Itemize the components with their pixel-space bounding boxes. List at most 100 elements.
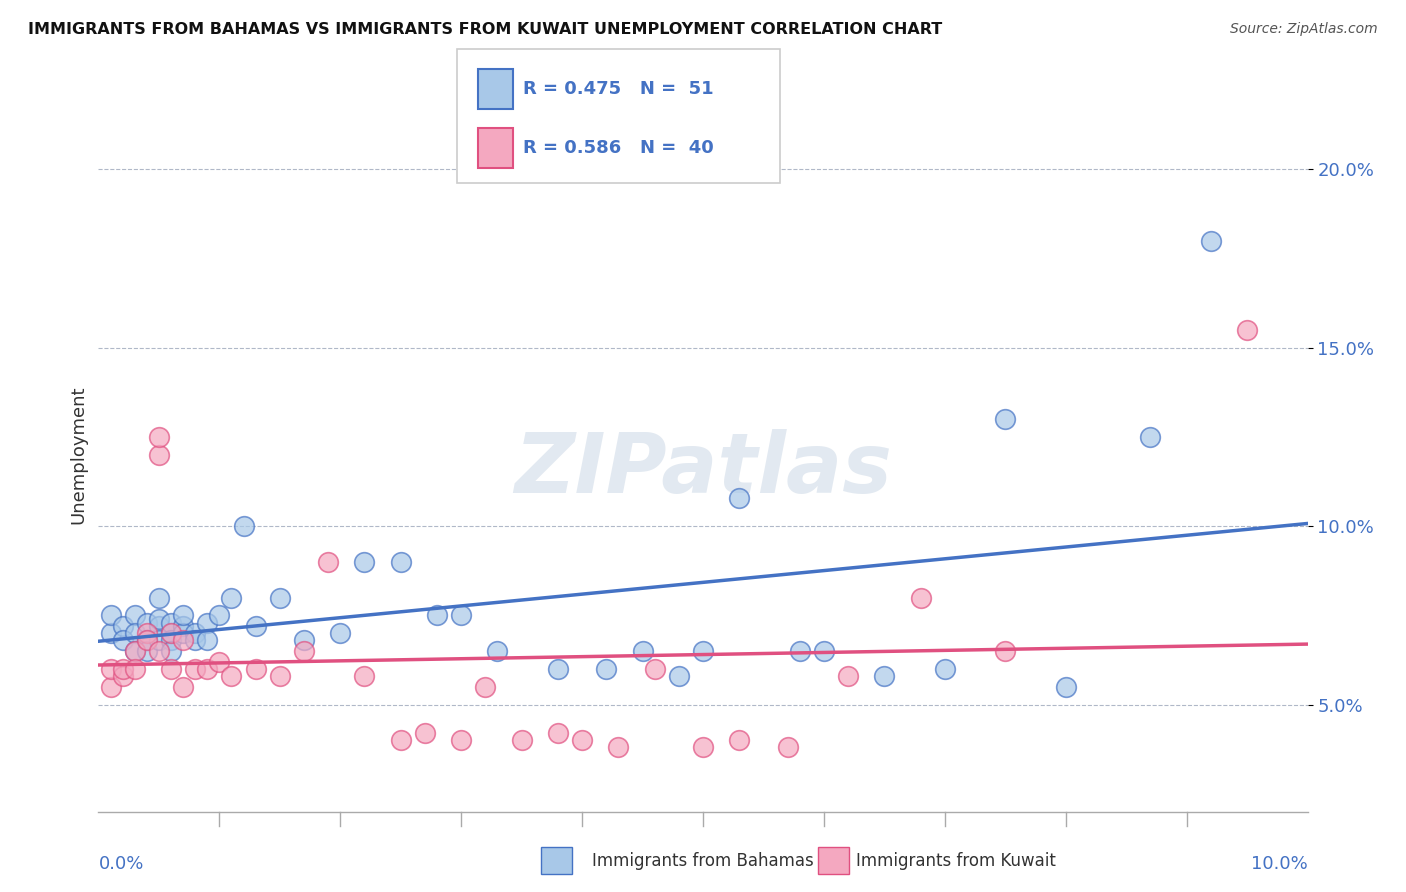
Point (195, 662, 218, 676)
Point (124, 626, 146, 640)
Text: Immigrants from Kuwait: Immigrants from Kuwait (856, 852, 1056, 870)
Point (728, 733, 751, 747)
Point (1139, 430, 1161, 444)
Point (547, 662, 569, 676)
Point (135, 615, 157, 630)
Point (776, 740, 799, 755)
Point (728, 491, 751, 505)
Point (547, 726, 569, 740)
Point (269, 669, 291, 683)
Point (607, 740, 630, 755)
Point (148, 612, 170, 626)
Point (510, 733, 533, 747)
Text: Immigrants from Bahamas: Immigrants from Bahamas (592, 852, 814, 870)
Point (208, 608, 231, 623)
Text: Source: ZipAtlas.com: Source: ZipAtlas.com (1230, 22, 1378, 37)
Text: IMMIGRANTS FROM BAHAMAS VS IMMIGRANTS FROM KUWAIT UNEMPLOYMENT CORRELATION CHART: IMMIGRANTS FROM BAHAMAS VS IMMIGRANTS FR… (28, 22, 942, 37)
Point (1054, 680, 1077, 694)
Point (160, 662, 183, 676)
Point (316, 555, 339, 569)
Point (389, 733, 412, 747)
Point (111, 619, 134, 633)
Point (195, 633, 218, 648)
Point (245, 619, 267, 633)
Point (172, 680, 194, 694)
Point (1199, 234, 1222, 248)
Point (208, 655, 231, 669)
Point (353, 555, 375, 569)
Point (172, 626, 194, 640)
Point (934, 662, 956, 676)
Point (135, 633, 157, 648)
Point (450, 733, 472, 747)
Text: R = 0.475   N =  51: R = 0.475 N = 51 (523, 80, 714, 98)
Point (595, 662, 617, 676)
Point (111, 633, 134, 648)
Point (111, 669, 134, 683)
Y-axis label: Unemployment: Unemployment (69, 385, 87, 524)
Point (148, 644, 170, 658)
Text: ZIPatlas: ZIPatlas (515, 429, 891, 509)
Point (389, 555, 412, 569)
Point (813, 644, 835, 658)
Point (184, 626, 207, 640)
Point (100, 662, 122, 676)
Point (221, 669, 243, 683)
Point (148, 633, 170, 648)
Point (172, 619, 194, 633)
Point (148, 430, 170, 444)
Point (148, 448, 170, 462)
Point (245, 662, 267, 676)
Point (172, 633, 194, 648)
Point (1236, 323, 1258, 337)
Point (100, 680, 122, 694)
Point (837, 669, 859, 683)
Point (232, 519, 254, 533)
Point (160, 626, 183, 640)
Point (160, 615, 183, 630)
Point (789, 644, 811, 658)
Point (873, 669, 896, 683)
Point (160, 644, 183, 658)
Point (994, 412, 1017, 426)
Text: 0.0%: 0.0% (98, 855, 143, 872)
Point (221, 591, 243, 605)
Point (644, 662, 666, 676)
Point (124, 644, 146, 658)
Point (184, 633, 207, 648)
Point (148, 619, 170, 633)
Point (184, 662, 207, 676)
Text: R = 0.586   N =  40: R = 0.586 N = 40 (523, 139, 714, 157)
Point (692, 644, 714, 658)
Point (124, 644, 146, 658)
Point (160, 626, 183, 640)
Point (100, 608, 122, 623)
Point (486, 644, 509, 658)
Point (571, 733, 593, 747)
Point (135, 626, 157, 640)
Point (292, 633, 315, 648)
Point (292, 644, 315, 658)
Point (692, 740, 714, 755)
Point (124, 662, 146, 676)
Point (413, 726, 436, 740)
Point (100, 626, 122, 640)
Point (910, 591, 932, 605)
Point (426, 608, 449, 623)
Point (631, 644, 654, 658)
Point (172, 608, 194, 623)
Point (474, 680, 496, 694)
Point (124, 608, 146, 623)
Point (994, 644, 1017, 658)
Point (329, 626, 352, 640)
Point (353, 669, 375, 683)
Point (135, 644, 157, 658)
Point (160, 633, 183, 648)
Point (195, 615, 218, 630)
Point (148, 591, 170, 605)
Point (111, 662, 134, 676)
Point (668, 669, 690, 683)
Point (450, 608, 472, 623)
Point (269, 591, 291, 605)
Point (135, 633, 157, 648)
